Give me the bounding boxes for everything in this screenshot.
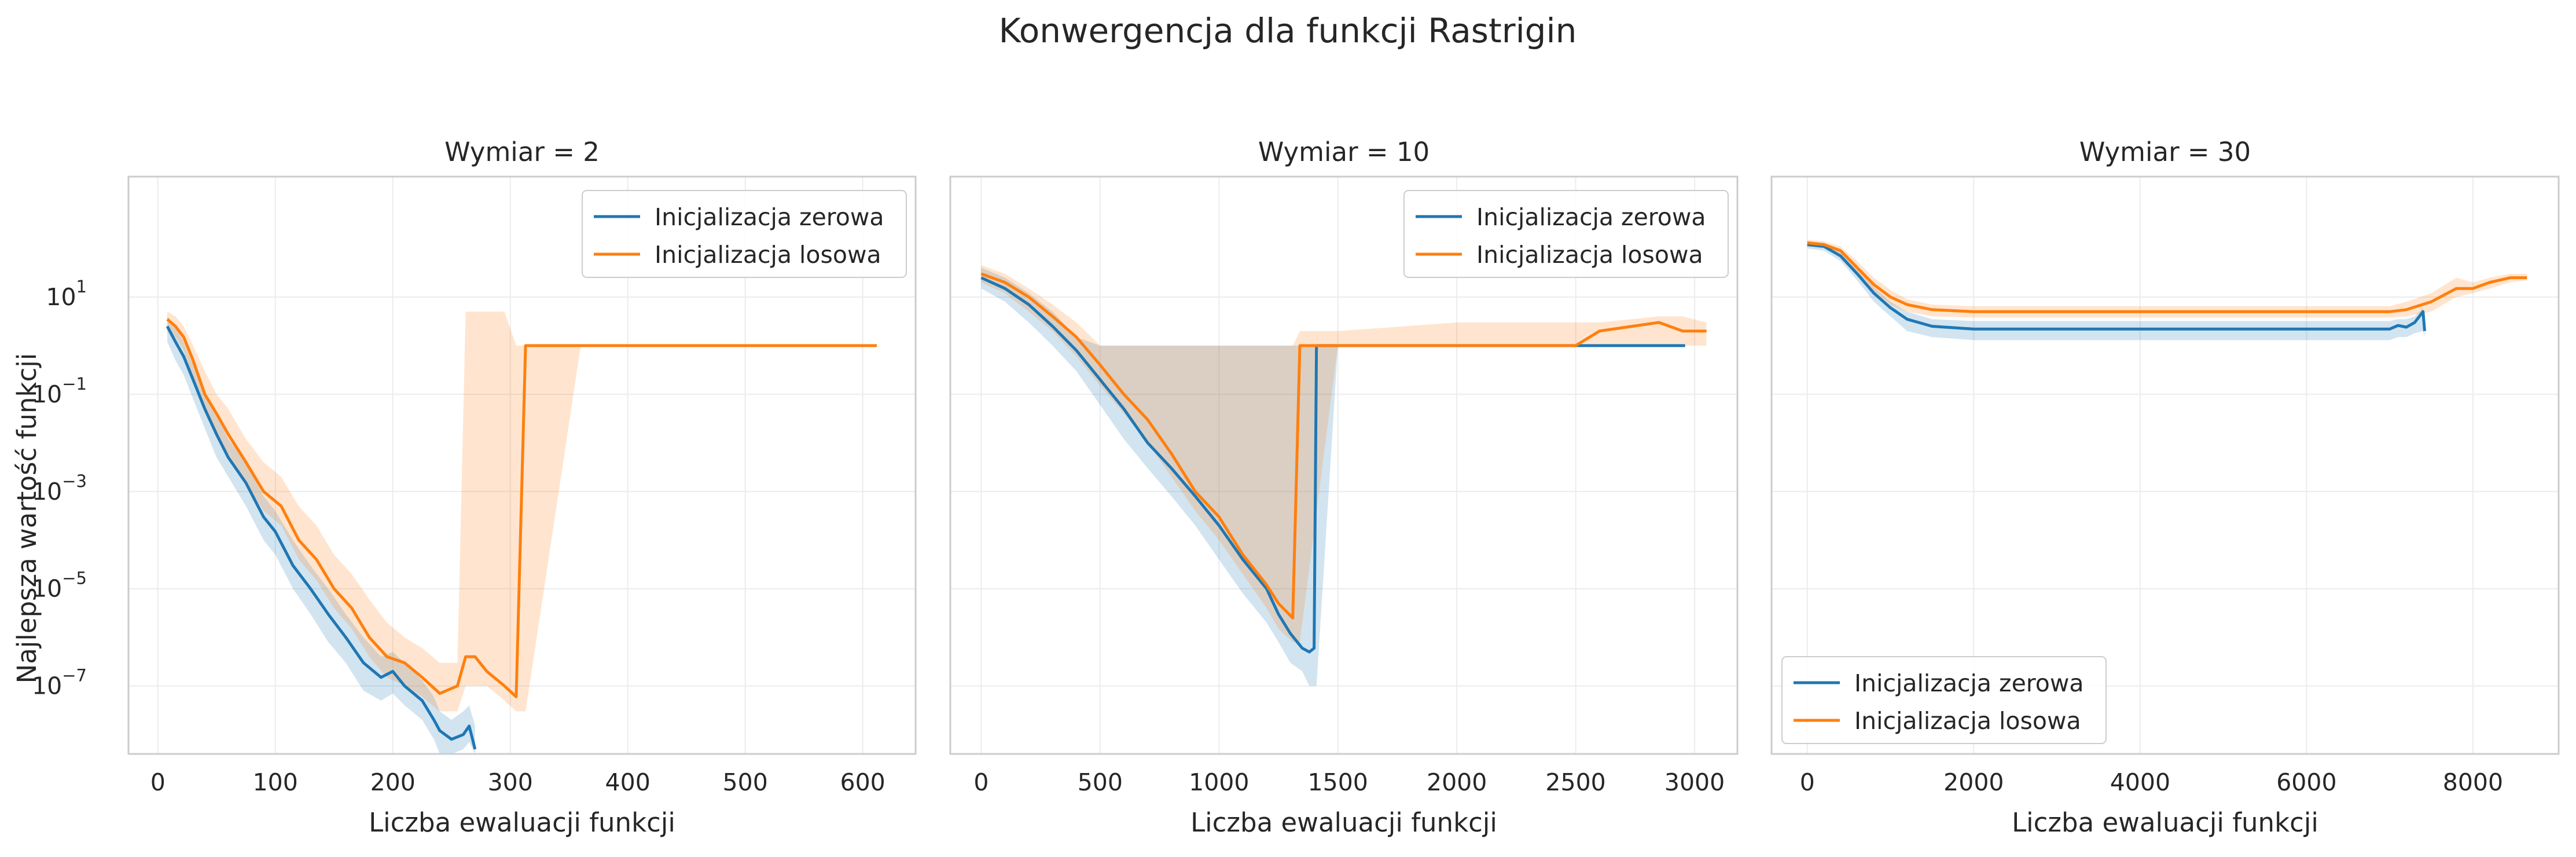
x-tick-label: 0 [1800, 768, 1815, 796]
legend-entry: Inicjalizacja zerowa [1476, 203, 1706, 231]
x-axis-label: Liczba ewaluacji funkcji [2012, 807, 2318, 838]
series-line-random [1807, 241, 2527, 313]
y-tick-label: 10−1 [32, 374, 87, 408]
axes-frame [127, 175, 917, 755]
legend: Inicjalizacja zerowa Inicjalizacja losowa [582, 190, 907, 278]
axes-frame [1770, 175, 2560, 755]
x-tick-label: 600 [840, 768, 885, 796]
y-tick-label: 101 [46, 277, 87, 311]
x-tick-label: 3000 [1664, 768, 1725, 796]
x-tick-label: 500 [1078, 768, 1123, 796]
series-line-random [166, 318, 877, 698]
x-tick-label: 2500 [1545, 768, 1605, 796]
x-tick-label: 400 [605, 768, 651, 796]
x-tick-label: 1000 [1189, 768, 1249, 796]
panel-title: Wymiar = 30 [2079, 137, 2251, 167]
legend-entry: Inicjalizacja losowa [1854, 707, 2081, 735]
y-axis-label: Najlepsza wartość funkcji [12, 353, 42, 684]
axes-frame [949, 175, 1739, 755]
plot-area [166, 312, 877, 754]
confidence-band-random [981, 265, 1707, 642]
panel-1: Wymiar = 2 0 100 200 300 400 500 600 Liczba ewal… [32, 137, 917, 838]
x-tick-label: 200 [370, 768, 416, 796]
legend-entry: Inicjalizacja losowa [1476, 241, 1703, 269]
x-tick-label: 1500 [1308, 768, 1368, 796]
panel-title: Wymiar = 10 [1258, 137, 1430, 167]
x-tick-label: 100 [253, 768, 298, 796]
x-tick-label: 2000 [1943, 768, 2004, 796]
x-tick-label: 300 [488, 768, 533, 796]
series-line-zero [1807, 243, 2426, 331]
legend: Inicjalizacja zerowa Inicjalizacja losowa [1403, 190, 1729, 278]
x-axis-label: Liczba ewaluacji funkcji [1190, 807, 1497, 838]
x-tick-label: 0 [973, 768, 988, 796]
plot-area [1807, 240, 2527, 340]
x-tick-label: 0 [150, 768, 166, 796]
panel-title: Wymiar = 2 [444, 137, 600, 167]
x-tick-label: 2000 [1427, 768, 1487, 796]
x-axis-label: Liczba ewaluacji funkcji [369, 807, 675, 838]
x-tick-label: 4000 [2110, 768, 2170, 796]
series-line-random [980, 272, 1707, 620]
series-line-zero [166, 325, 477, 750]
legend-box [582, 190, 907, 278]
confidence-band-zero [981, 268, 1685, 686]
x-tick-label: 8000 [2443, 768, 2503, 796]
plot-area [980, 265, 1707, 686]
figure-title: Konwergencja dla funkcji Rastrigin [999, 11, 1577, 50]
legend-entry: Inicjalizacja losowa [655, 241, 881, 269]
panel-2: Wymiar = 10 0 500 1000 1500 2000 2500 3000 Liczb… [949, 137, 1739, 838]
legend-box [1781, 656, 2107, 744]
x-tick-label: 500 [723, 768, 768, 796]
y-tick-label: 10−3 [32, 471, 87, 506]
legend: Inicjalizacja zerowa Inicjalizacja losowa [1781, 656, 2107, 744]
panel-3: Wymiar = 30 0 2000 4000 6000 8000 Liczba ewalu… [1770, 137, 2560, 838]
y-tick-label: 10−7 [32, 666, 87, 700]
confidence-band-zero [1807, 241, 2425, 340]
y-tick-label: 10−5 [32, 569, 87, 603]
legend-box [1403, 190, 1729, 278]
x-tick-label: 6000 [2276, 768, 2336, 796]
legend-entry: Inicjalizacja zerowa [655, 203, 884, 231]
legend-entry: Inicjalizacja zerowa [1854, 669, 2084, 697]
